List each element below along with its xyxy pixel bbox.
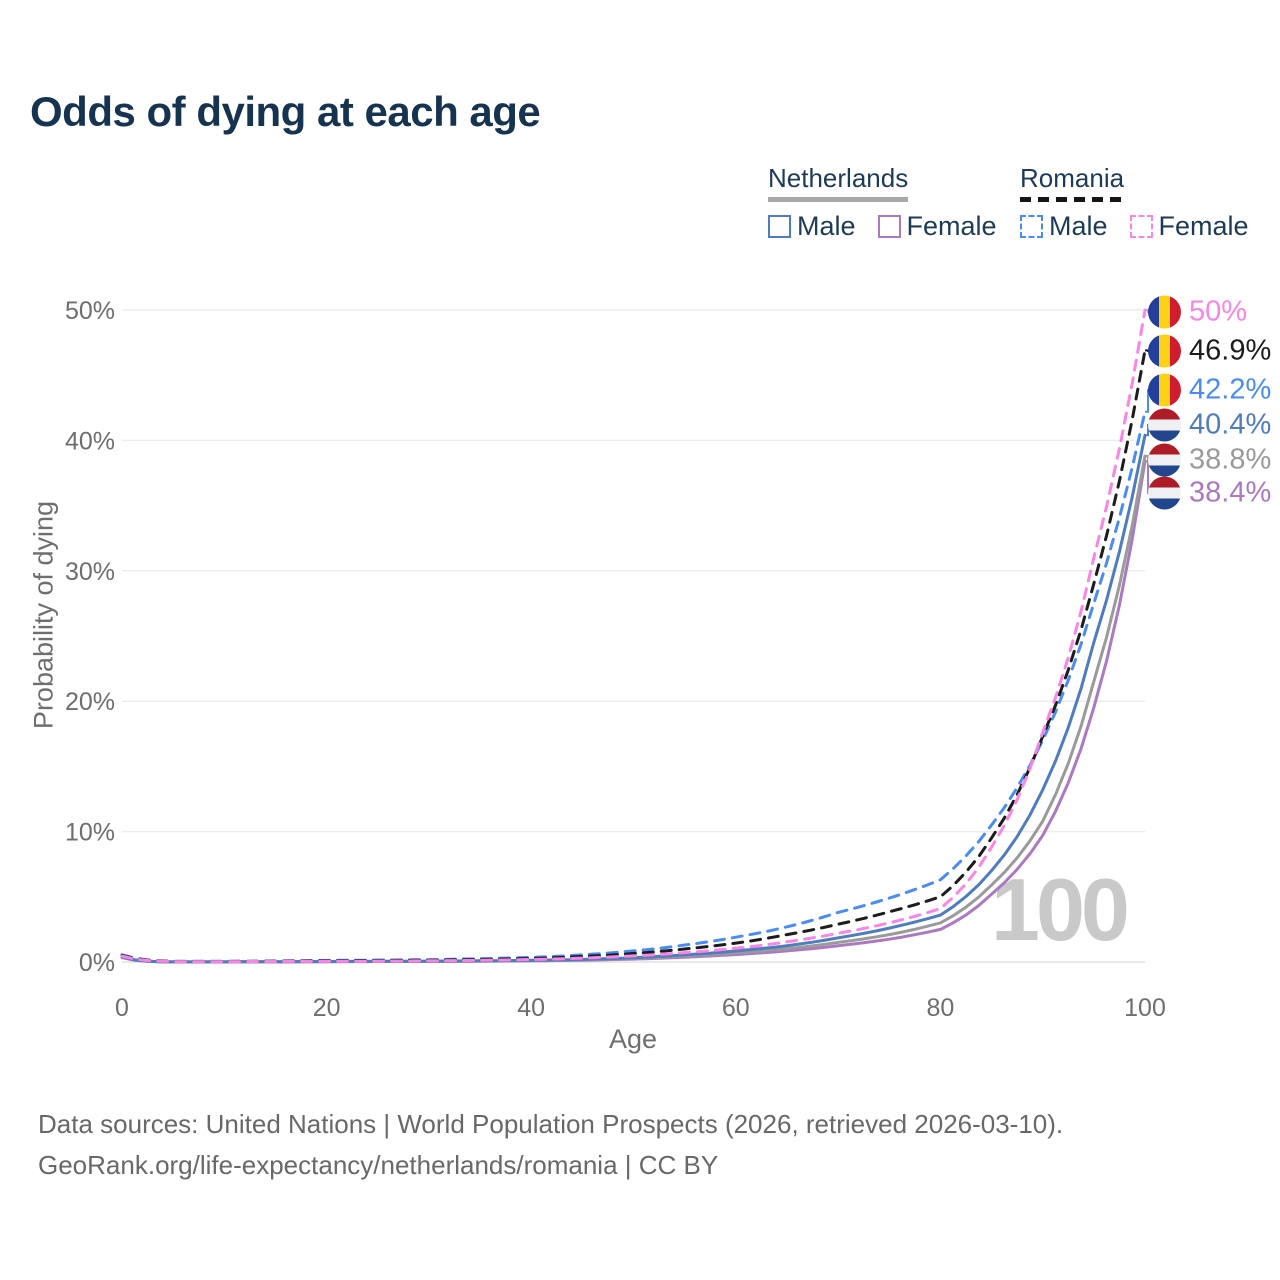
x-tick-label: 40 <box>517 994 545 1022</box>
x-axis-title: Age <box>608 1024 658 1054</box>
y-tick-label: 20% <box>65 688 115 716</box>
end-label-value: 40.4% <box>1189 408 1272 441</box>
legend-items-romania: Male Female <box>1020 211 1249 242</box>
legend-label: Female <box>906 211 997 241</box>
romania-flag-icon <box>1148 334 1181 368</box>
series-line-romania-female[interactable] <box>120 308 1147 964</box>
series-line-netherlands-male[interactable] <box>120 433 1147 964</box>
y-axis-title: Probability of dying <box>28 500 59 730</box>
x-tick-label: 0 <box>115 994 129 1022</box>
romania-flag-icon <box>1148 295 1181 329</box>
end-label-value: 50% <box>1189 295 1248 328</box>
legend-label: Male <box>1049 211 1108 241</box>
x-tick-label: 60 <box>722 994 750 1022</box>
legend-country-romania: Romania <box>1020 163 1125 193</box>
netherlands-flag-icon <box>1148 408 1181 442</box>
legend-item-romania-female[interactable]: Female <box>1129 211 1249 242</box>
legend-group-romania: Romania Male Female <box>1020 163 1249 242</box>
legend-label: Female <box>1158 211 1249 241</box>
end-label-netherlands-female: 38.4% <box>1148 476 1272 510</box>
source-attribution: Data sources: United Nations | World Pop… <box>38 1104 1063 1186</box>
end-label-value: 46.9% <box>1189 334 1272 367</box>
netherlands-flag-icon <box>1148 443 1181 477</box>
romania-male-checkbox[interactable] <box>1020 215 1043 238</box>
age-counter-watermark: 100 <box>991 860 1130 959</box>
x-tick-label: 80 <box>926 994 954 1022</box>
netherlands-female-checkbox[interactable] <box>877 215 901 238</box>
legend-group-netherlands: Netherlands Male Female <box>768 163 997 242</box>
x-tick-label: 20 <box>313 994 341 1022</box>
x-tick-label: 100 <box>1124 994 1166 1022</box>
series-line-netherlands-both-sexes[interactable] <box>120 454 1147 964</box>
end-label-romania-both-sexes: 46.9% <box>1148 334 1272 368</box>
legend-item-romania-male[interactable]: Male <box>1020 211 1108 242</box>
end-label-romania-female: 50% <box>1148 295 1248 329</box>
romania-flag-icon <box>1148 373 1181 407</box>
netherlands-male-checkbox[interactable] <box>768 215 791 238</box>
page-title: Odds of dying at each age <box>30 88 541 135</box>
legend-country-netherlands: Netherlands <box>768 163 909 193</box>
end-label-netherlands-both-sexes: 38.8% <box>1148 443 1272 477</box>
data-sources-line: Data sources: United Nations | World Pop… <box>38 1109 1064 1139</box>
y-tick-label: 10% <box>65 819 115 847</box>
georank-link-line: GeoRank.org/life-expectancy/netherlands/… <box>38 1150 719 1180</box>
end-label-value: 38.4% <box>1189 476 1272 509</box>
series-line-romania-male[interactable] <box>120 410 1147 963</box>
y-tick-label: 40% <box>65 427 115 455</box>
y-tick-label: 30% <box>65 558 115 586</box>
legend-item-netherlands-female[interactable]: Female <box>877 211 997 242</box>
legend-item-netherlands-male[interactable]: Male <box>768 211 856 242</box>
netherlands-line-swatch <box>768 197 908 202</box>
end-label-romania-male: 42.2% <box>1148 373 1272 407</box>
romania-female-checkbox[interactable] <box>1129 215 1153 238</box>
romania-line-swatch <box>1020 197 1124 202</box>
y-tick-label: 50% <box>65 297 115 325</box>
legend-items-netherlands: Male Female <box>768 211 997 242</box>
netherlands-flag-icon <box>1148 476 1181 510</box>
legend-label: Male <box>797 211 856 241</box>
end-label-value: 38.8% <box>1189 443 1272 476</box>
end-label-value: 42.2% <box>1189 373 1272 406</box>
y-tick-label: 0% <box>79 949 115 977</box>
end-label-netherlands-male: 40.4% <box>1148 408 1272 442</box>
